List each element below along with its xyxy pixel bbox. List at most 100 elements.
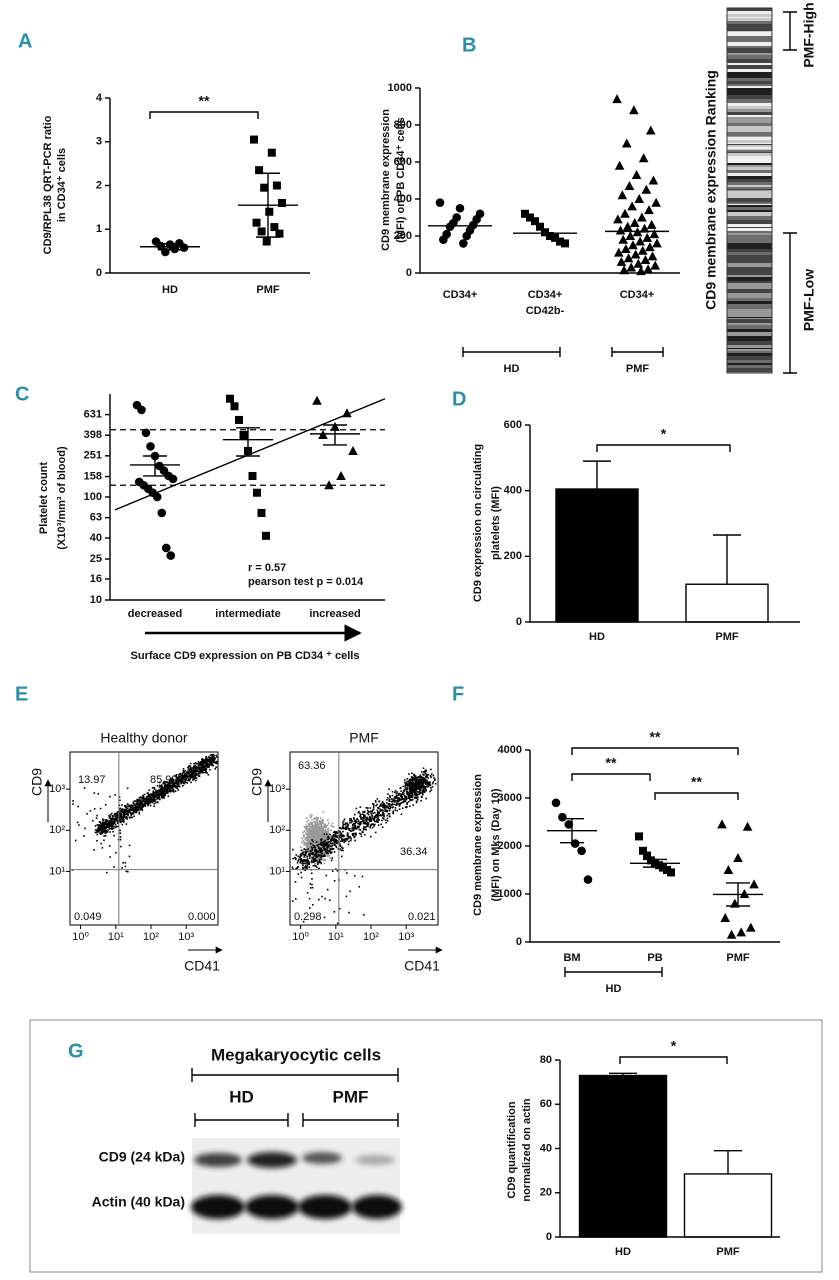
event [153, 795, 156, 798]
event [210, 762, 213, 765]
event [182, 782, 185, 784]
event [372, 803, 374, 805]
event [170, 778, 172, 781]
event [212, 761, 215, 763]
event [402, 791, 404, 794]
event [357, 811, 360, 814]
event [408, 788, 411, 790]
event [159, 792, 161, 795]
stripe [727, 314, 772, 317]
event [144, 802, 146, 805]
event [207, 760, 210, 763]
event [208, 760, 211, 763]
event [195, 777, 198, 780]
point [166, 551, 176, 560]
event [420, 799, 422, 802]
y-tick-label: 1000 [498, 888, 522, 900]
event [114, 820, 116, 822]
event [406, 780, 408, 783]
event [314, 826, 316, 829]
event [340, 855, 343, 858]
event [316, 818, 319, 820]
stripe [727, 224, 772, 225]
event [331, 842, 334, 845]
x-tick-label: increased [309, 608, 360, 620]
event [351, 820, 354, 823]
event [329, 852, 332, 855]
event [129, 816, 132, 819]
event [368, 819, 371, 822]
event [317, 850, 320, 853]
event [341, 839, 344, 842]
event [309, 883, 312, 885]
event [123, 816, 126, 818]
event [420, 786, 422, 788]
event [331, 846, 333, 848]
event [136, 808, 139, 811]
stripe [727, 117, 772, 118]
ranking-label: PMF-Low [801, 269, 817, 331]
event [310, 830, 312, 833]
event [358, 810, 360, 813]
event [319, 858, 321, 861]
event [306, 862, 309, 865]
event [357, 822, 359, 825]
point [647, 251, 658, 261]
event [355, 827, 358, 830]
event [207, 756, 210, 758]
event [187, 775, 189, 778]
event [377, 807, 380, 809]
error-bar [714, 1150, 742, 1174]
event [383, 805, 386, 807]
event [393, 791, 396, 794]
event [324, 831, 327, 834]
event [113, 815, 115, 817]
point [644, 205, 654, 215]
event [121, 804, 123, 806]
event [333, 911, 336, 913]
event [312, 840, 315, 843]
event [329, 851, 332, 853]
event [111, 822, 113, 825]
event [369, 818, 371, 821]
event [130, 814, 133, 816]
event [165, 789, 167, 792]
event [310, 872, 313, 875]
event [345, 828, 347, 830]
event [412, 778, 415, 781]
event [321, 820, 324, 822]
event [408, 780, 411, 783]
event [333, 831, 336, 834]
stripe [727, 353, 772, 356]
event [310, 823, 312, 826]
stripe [727, 103, 772, 106]
y-axis-label: CD9 expression on circulating [472, 444, 484, 602]
event [416, 801, 418, 804]
event [138, 811, 141, 814]
event [296, 866, 298, 869]
event [321, 851, 324, 854]
event [325, 826, 328, 828]
event [377, 811, 379, 813]
event [416, 788, 419, 790]
event [192, 765, 195, 768]
event [99, 821, 102, 823]
point [613, 247, 624, 257]
event [399, 795, 402, 797]
event [178, 776, 180, 778]
stripe [727, 86, 772, 88]
event [121, 820, 123, 823]
group-label: HD [606, 983, 622, 995]
x-tick-label: 10² [363, 931, 379, 943]
event [417, 776, 420, 778]
event [186, 772, 189, 775]
event [119, 817, 121, 819]
event [122, 810, 125, 813]
stripe [727, 216, 772, 219]
event [318, 820, 320, 822]
event [175, 775, 177, 777]
stripe [727, 191, 772, 195]
event [201, 770, 203, 773]
stripe [727, 140, 772, 143]
event [136, 806, 138, 809]
